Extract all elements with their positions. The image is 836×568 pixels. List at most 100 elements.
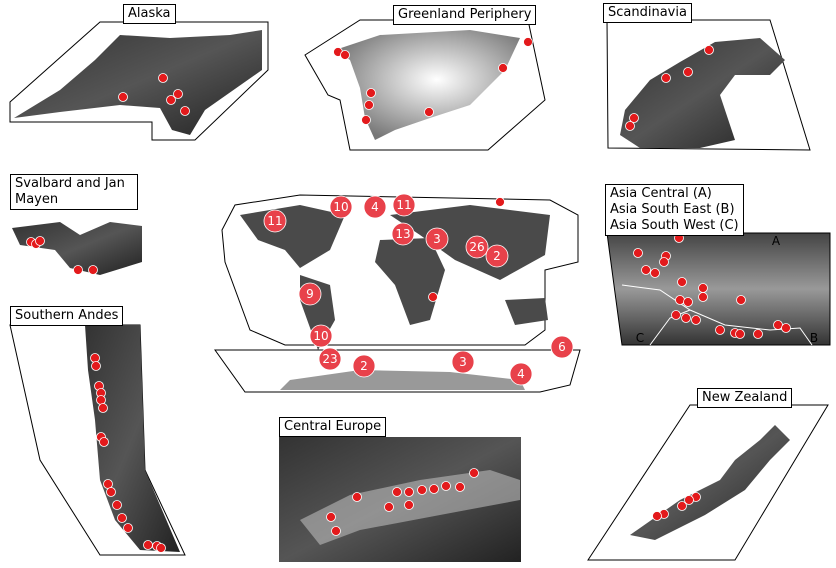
site-marker: [704, 45, 714, 55]
site-marker: [455, 482, 465, 492]
count-badge: [329, 195, 353, 219]
panel-title: Svalbard and Jan Mayen: [10, 174, 138, 210]
site-marker: [158, 73, 168, 83]
site-marker: [180, 106, 190, 116]
panel-title: Central Europe: [279, 417, 387, 437]
site-marker: [404, 487, 414, 497]
site-marker: [523, 37, 533, 47]
site-marker: [106, 487, 116, 497]
site-marker: [156, 543, 166, 553]
site-marker: [123, 523, 133, 533]
site-marker: [677, 501, 687, 511]
site-marker: [661, 73, 671, 83]
site-marker: [681, 313, 691, 323]
count-badge: [550, 335, 574, 359]
count-label: 13: [395, 227, 410, 241]
panel-title: Asia Central (A) Asia South East (B) Asi…: [605, 184, 744, 236]
title-line: Asia South East (B): [610, 202, 735, 217]
count-label: 26: [469, 240, 484, 254]
site-marker: [364, 100, 374, 110]
count-badge: [465, 235, 489, 259]
site-marker: [650, 268, 660, 278]
count-label: 10: [313, 329, 328, 343]
title-line: Asia Central (A): [610, 186, 712, 201]
panel-title: Greenland Periphery: [393, 5, 537, 25]
site-marker: [659, 257, 669, 267]
region-border: [621, 284, 813, 346]
count-badge: [425, 227, 449, 251]
site-marker: [90, 353, 100, 363]
count-label: 4: [371, 200, 379, 214]
terrain: [14, 30, 262, 135]
site-marker: [677, 277, 687, 287]
site-marker: [173, 89, 183, 99]
site-marker: [441, 481, 451, 491]
count-badge: [485, 244, 509, 268]
panel-title: Southern Andes: [10, 306, 124, 326]
site-marker: [331, 526, 341, 536]
site-marker: [736, 295, 746, 305]
site-marker: [417, 485, 427, 495]
site-marker: [96, 395, 106, 405]
count-badge: [263, 209, 287, 233]
site-marker: [671, 310, 681, 320]
site-marker: [684, 495, 694, 505]
count-label: 2: [360, 359, 368, 373]
ice-sheet: [335, 30, 520, 140]
site-marker: [112, 500, 122, 510]
site-marker: [625, 121, 635, 131]
site-marker: [652, 511, 662, 521]
count-label: 11: [267, 214, 282, 228]
sublabel: B: [810, 331, 818, 345]
glacier-sites: [26, 37, 791, 553]
site-marker: [633, 248, 643, 258]
site-marker: [683, 67, 693, 77]
site-marker: [753, 329, 763, 339]
site-marker: [91, 361, 101, 371]
panel-frame: [587, 404, 829, 561]
site-marker: [118, 92, 128, 102]
site-marker: [361, 115, 371, 125]
site-marker: [683, 297, 693, 307]
terrain: [12, 222, 142, 275]
count-label: 11: [396, 198, 411, 212]
count-label: 9: [306, 287, 314, 301]
site-marker: [73, 265, 83, 275]
site-marker: [629, 113, 639, 123]
site-marker: [424, 107, 434, 117]
count-label: 23: [322, 352, 337, 366]
antarctica: [280, 370, 525, 390]
site-marker: [326, 512, 336, 522]
sublabel: C: [636, 331, 644, 345]
count-label: 2: [493, 249, 501, 263]
count-badge: [298, 282, 322, 306]
count-badge: [363, 195, 387, 219]
sublabel: A: [772, 234, 781, 248]
site-marker: [429, 484, 439, 494]
site-marker: [35, 236, 45, 246]
site-marker: [715, 325, 725, 335]
count-badge: [392, 193, 416, 217]
site-marker: [469, 468, 479, 478]
count-label: 3: [433, 232, 441, 246]
site-marker: [495, 197, 505, 207]
site-marker: [498, 63, 508, 73]
site-marker: [99, 437, 109, 447]
site-marker: [675, 295, 685, 305]
count-label: 10: [333, 200, 348, 214]
region-border: [649, 309, 691, 346]
site-marker: [392, 487, 402, 497]
site-marker: [404, 500, 414, 510]
site-marker: [366, 88, 376, 98]
panel-title: New Zealand: [697, 388, 793, 408]
title-line: Asia South West (C): [610, 218, 739, 233]
site-marker: [735, 329, 745, 339]
count-badge: [391, 222, 415, 246]
panel-title: Alaska: [123, 4, 176, 24]
site-marker: [781, 323, 791, 333]
site-marker: [340, 50, 350, 60]
site-marker: [166, 95, 176, 105]
site-marker: [143, 540, 153, 550]
